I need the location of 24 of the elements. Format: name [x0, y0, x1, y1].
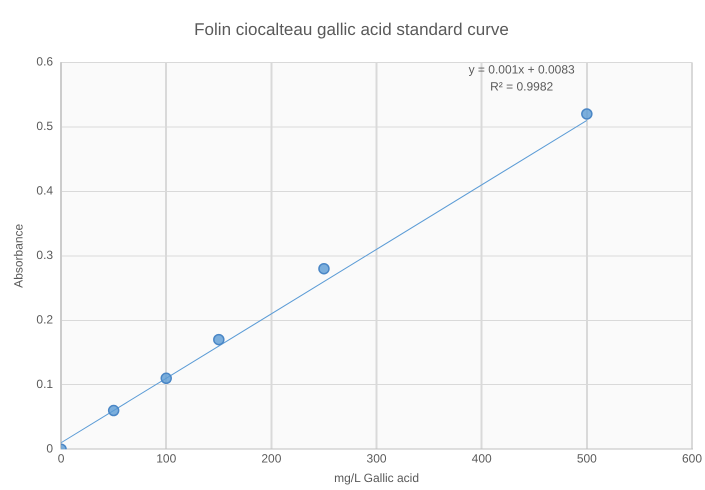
annotation: y = 0.001x + 0.0083: [468, 62, 576, 77]
x-tick-label: 200: [261, 452, 282, 466]
point: [213, 334, 225, 346]
y-tick-label: 0.5: [36, 119, 54, 134]
chart-title: Folin ciocalteau gallic acid standard curve: [194, 20, 509, 39]
y-tick-label: 0.3: [36, 248, 54, 262]
point: [160, 372, 172, 384]
y-tick-label: 0.2: [36, 312, 54, 327]
y-tick-label: 0.6: [36, 54, 54, 69]
point: [581, 108, 593, 120]
point: [318, 262, 330, 274]
y-tick-label: 0.4: [36, 184, 54, 198]
x-tick-label: 400: [472, 452, 492, 466]
y-axis-title: Absorbance: [12, 223, 26, 288]
point: [108, 404, 120, 416]
y-tick-label: 0: [46, 442, 54, 456]
annotation: R² = 0.9982: [490, 80, 554, 94]
x-axis-title: mg/L Gallic acid: [334, 471, 419, 486]
x-tick-label: 300: [366, 452, 387, 466]
x-tick-label: 600: [682, 452, 702, 466]
y-tick-label: 0.1: [36, 377, 54, 392]
x-tick-label: 500: [576, 452, 598, 466]
x-tick-label: 100: [156, 452, 177, 466]
x-tick-label: 0: [58, 452, 65, 466]
